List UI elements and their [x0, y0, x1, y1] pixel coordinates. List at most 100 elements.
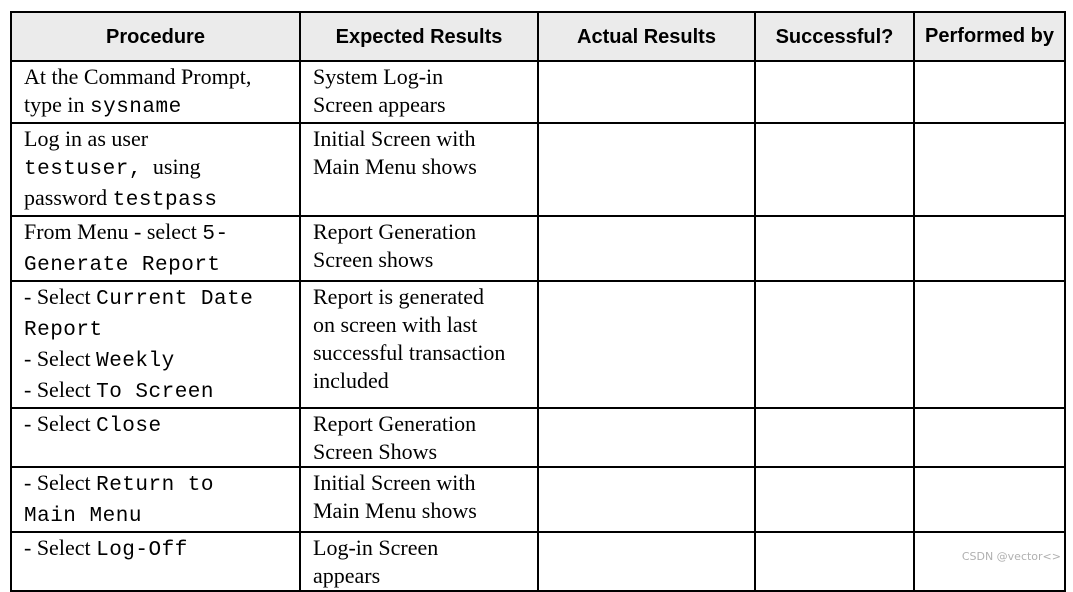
performed-by-cell	[913, 407, 1066, 468]
expected-line: Main Menu shows	[313, 154, 477, 179]
test-procedure-table: Procedure Expected Results Actual Result…	[10, 11, 1066, 592]
procedure-line: Report	[24, 314, 299, 345]
expected-line: Screen Shows	[313, 439, 438, 464]
procedure-line: password testpass	[24, 184, 299, 215]
instruction-text: password	[24, 185, 113, 210]
expected-line: appears	[313, 563, 381, 588]
expected-line: Log-in Screen	[313, 535, 439, 560]
instruction-text: - Select	[24, 346, 97, 371]
expected-line: Initial Screen with	[313, 470, 476, 495]
instruction-text: - Select	[24, 470, 97, 495]
expected-results-cell: Report is generated on screen with last su…	[299, 280, 539, 409]
command-text: testuser,	[24, 158, 142, 181]
instruction-text: - Select	[24, 284, 97, 309]
command-text: sysname	[90, 96, 182, 119]
successful-cell	[754, 407, 915, 468]
actual-results-cell	[537, 407, 756, 468]
command-text: Current Date	[96, 288, 254, 311]
header-performed-by: Performed by	[913, 11, 1066, 62]
command-text: Log-Off	[96, 539, 188, 562]
procedure-cell: - Select Log-Off	[10, 531, 301, 592]
actual-results-cell	[537, 122, 756, 217]
expected-results-cell: Initial Screen with Main Menu shows	[299, 122, 539, 217]
instruction-text: - Select	[24, 377, 97, 402]
expected-line: Report Generation	[313, 219, 477, 244]
command-text: Return to	[96, 474, 215, 497]
procedure-cell: Log in as user testuser, using password te…	[10, 122, 301, 217]
successful-cell	[754, 466, 915, 533]
procedure-line: Generate Report	[24, 249, 299, 280]
table-row: Log in as user testuser, using password te…	[10, 122, 1066, 217]
table-row: - Select Log-Off Log-in Screen appears	[10, 531, 1066, 592]
command-text: Main Menu	[24, 505, 142, 528]
performed-by-cell	[913, 466, 1066, 533]
command-text: Report	[24, 319, 103, 342]
performed-by-cell	[913, 215, 1066, 282]
table-row: - Select Current Date Report - Select Week…	[10, 280, 1066, 409]
instruction-text: - Select	[24, 411, 97, 436]
instruction-text: using	[141, 154, 201, 179]
command-text: Weekly	[96, 350, 175, 373]
procedure-line: - Select Close	[24, 410, 299, 441]
successful-cell	[754, 122, 915, 217]
procedure-cell: - Select Return to Main Menu	[10, 466, 301, 533]
header-row: Procedure Expected Results Actual Result…	[10, 11, 1066, 62]
watermark: CSDN @vector<>	[961, 550, 1061, 563]
header-successful: Successful?	[754, 11, 915, 62]
successful-cell	[754, 531, 915, 592]
actual-results-cell	[537, 466, 756, 533]
procedure-cell: At the Command Prompt, type in sysname	[10, 60, 301, 124]
expected-line: Initial Screen with	[313, 126, 476, 151]
procedure-line: type in sysname	[24, 91, 299, 122]
instruction-text: - Select	[24, 535, 97, 560]
expected-results-cell: Report Generation Screen Shows	[299, 407, 539, 468]
procedure-line: - Select Weekly	[24, 345, 299, 376]
performed-by-cell	[913, 60, 1066, 124]
expected-line: Main Menu shows	[313, 498, 477, 523]
successful-cell	[754, 215, 915, 282]
actual-results-cell	[537, 280, 756, 409]
header-procedure: Procedure	[10, 11, 301, 62]
header-actual-results: Actual Results	[537, 11, 756, 62]
procedure-line: From Menu - select 5-	[24, 218, 299, 249]
expected-results-cell: System Log-in Screen appears	[299, 60, 539, 124]
procedure-line: - Select Return to	[24, 469, 299, 500]
performed-by-cell	[913, 280, 1066, 409]
instruction-text: At the Command Prompt,	[24, 64, 252, 89]
actual-results-cell	[537, 215, 756, 282]
table-row: From Menu - select 5- Generate Report Repo…	[10, 215, 1066, 282]
expected-results-cell: Report Generation Screen shows	[299, 215, 539, 282]
actual-results-cell	[537, 60, 756, 124]
header-expected-results: Expected Results	[299, 11, 539, 62]
command-text: Generate Report	[24, 254, 221, 277]
table-row: At the Command Prompt, type in sysname Sys…	[10, 60, 1066, 124]
expected-results-cell: Initial Screen with Main Menu shows	[299, 466, 539, 533]
expected-line: Report is generated	[313, 284, 485, 309]
procedure-cell: From Menu - select 5- Generate Report	[10, 215, 301, 282]
expected-line: Report Generation	[313, 411, 477, 436]
procedure-line: - Select Log-Off	[24, 534, 299, 565]
procedure-line: Main Menu	[24, 500, 299, 531]
table-row: - Select Return to Main Menu Initial Scree…	[10, 466, 1066, 533]
command-text: testpass	[112, 189, 218, 212]
successful-cell	[754, 60, 915, 124]
procedure-line: - Select Current Date	[24, 283, 299, 314]
expected-line: System Log-in	[313, 64, 444, 89]
instruction-text: type in	[24, 92, 90, 117]
command-text: 5-	[202, 223, 229, 246]
expected-line: Screen appears	[313, 92, 446, 117]
instruction-text: From Menu - select	[24, 219, 203, 244]
expected-line: on screen with last	[313, 312, 478, 337]
procedure-cell: - Select Close	[10, 407, 301, 468]
procedure-line: At the Command Prompt,	[24, 63, 299, 91]
command-text: To Screen	[96, 381, 215, 404]
instruction-text: Log in as user	[24, 126, 149, 151]
table-row: - Select Close Report Generation Screen Sh…	[10, 407, 1066, 468]
successful-cell	[754, 280, 915, 409]
procedure-line: - Select To Screen	[24, 376, 299, 407]
performed-by-cell	[913, 122, 1066, 217]
command-text: Close	[96, 415, 162, 438]
actual-results-cell	[537, 531, 756, 592]
procedure-line: Log in as user	[24, 125, 299, 153]
expected-results-cell: Log-in Screen appears	[299, 531, 539, 592]
